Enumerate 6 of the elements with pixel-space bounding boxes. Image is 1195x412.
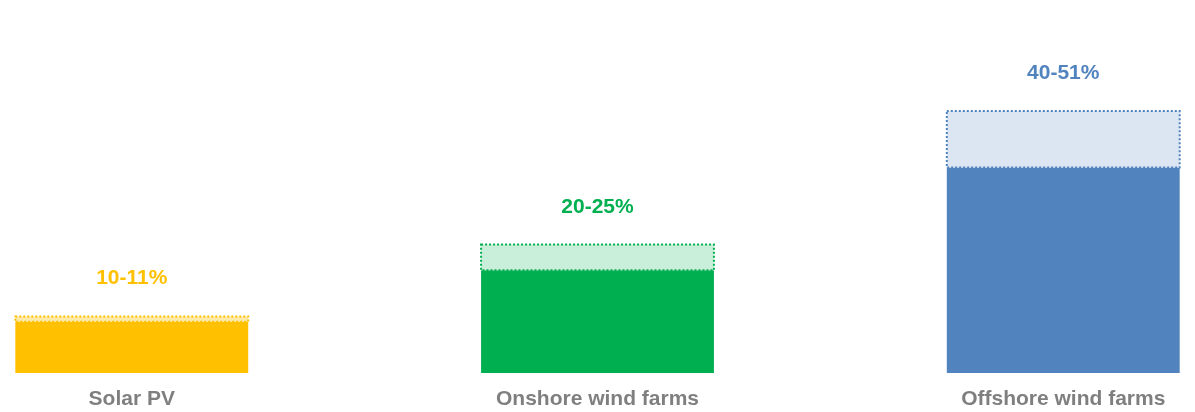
annotation: 20-25%	[561, 193, 635, 217]
annotation: 40-51%	[1027, 60, 1100, 83]
x-tick-label: Onshore wind farms	[495, 385, 700, 409]
x-tick-label: Solar PV	[88, 385, 175, 409]
annotation: 10-11%	[96, 265, 168, 289]
x-tick-label: Offshore wind farms	[961, 385, 1166, 409]
